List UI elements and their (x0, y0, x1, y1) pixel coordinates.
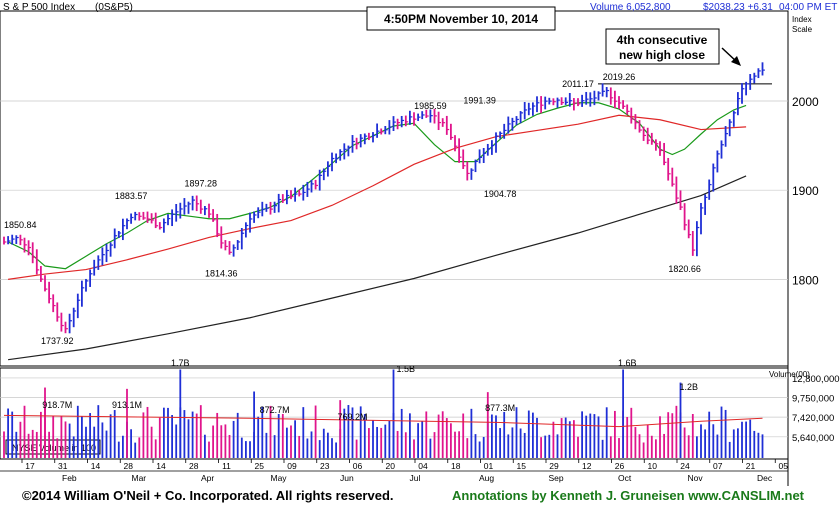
scale-label-scale: Scale (792, 25, 813, 34)
volume-label: 918.7M (42, 400, 72, 410)
volume-label: 769.2M (337, 412, 367, 422)
volume-label: 913.1M (112, 400, 142, 410)
date-tick-label: 21 (746, 461, 756, 471)
volume-axis-title: Volume(00) (769, 370, 810, 379)
price-readout: $2038.23 +6.31 (703, 2, 773, 13)
callout-arrowhead (731, 56, 741, 66)
callout-line-2: new high close (619, 48, 705, 62)
month-label: Nov (688, 473, 704, 483)
date-tick-label: 09 (287, 461, 297, 471)
price-tick-label: 1800 (792, 273, 819, 287)
price-label: 1820.66 (668, 264, 701, 274)
chart-canvas: S & P 500 Index (0S&P5) Volume 6,052,800… (0, 0, 840, 486)
price-label: 2011.17 (562, 79, 594, 89)
volume-tick-label: 5,640,000 (792, 433, 834, 444)
time-readout: 04:00 PM ET (779, 2, 837, 13)
callout-line-1: 4th consecutive (617, 33, 708, 47)
date-tick-label: 01 (484, 461, 494, 471)
timestamp-box (366, 6, 556, 31)
date-tick-label: 11 (222, 461, 231, 471)
chart-background (0, 0, 840, 486)
date-tick-label: 20 (386, 461, 396, 471)
date-tick-label: 28 (124, 461, 134, 471)
date-tick-label: 14 (91, 461, 101, 471)
price-label: 1814.36 (205, 269, 238, 279)
scale-label-index: Index (792, 15, 812, 24)
volume-label: 1.7B (171, 358, 190, 368)
price-label: 2019.26 (603, 72, 636, 82)
month-label: Jul (410, 473, 421, 483)
month-label: Apr (201, 473, 214, 483)
date-tick-label: 26 (615, 461, 625, 471)
price-tick-label: 2000 (792, 95, 819, 109)
index-name: S & P 500 Index (3, 2, 75, 13)
price-label: 1897.28 (185, 179, 218, 189)
price-label: 1850.84 (4, 220, 37, 230)
volume-tick-label: 12,800,000 (792, 374, 840, 385)
month-label: Feb (62, 473, 77, 483)
moving-average-long (8, 175, 747, 361)
month-label: Dec (757, 473, 773, 483)
month-label: Mar (132, 473, 147, 483)
price-label: 1904.78 (484, 189, 517, 199)
volume-label: 1.2B (679, 382, 698, 392)
date-tick-label: 25 (255, 461, 265, 471)
date-tick-label: 07 (713, 461, 723, 471)
date-tick-label: 29 (549, 461, 559, 471)
date-tick-label: 15 (517, 461, 527, 471)
date-tick-label: 06 (353, 461, 363, 471)
volume-label: 872.7M (260, 405, 290, 415)
date-tick-label: 23 (320, 461, 330, 471)
volume-tick-label: 7,420,000 (792, 413, 834, 424)
month-label: May (271, 473, 288, 483)
price-label: 1883.57 (115, 191, 148, 201)
date-tick-label: 17 (25, 461, 35, 471)
footer: ©2014 William O'Neil + Co. Incorporated.… (0, 486, 840, 506)
date-tick-label: 18 (451, 461, 461, 471)
month-label: Jun (340, 473, 354, 483)
month-label: Sep (549, 473, 564, 483)
date-tick-label: 28 (189, 461, 199, 471)
volume-average-line (3, 414, 763, 428)
price-label: 1985.59 (414, 101, 447, 111)
volume-label: 877.3M (485, 403, 515, 413)
price-label: 1991.39 (463, 96, 496, 106)
moving-average-mid (8, 114, 747, 280)
price-label: 1737.92 (41, 336, 74, 346)
date-tick-label: 10 (648, 461, 658, 471)
month-label: Oct (618, 473, 632, 483)
date-tick-label: 14 (156, 461, 166, 471)
callout-box (605, 28, 720, 65)
volume-label: 1.5B (397, 364, 416, 374)
date-tick-label: 31 (58, 461, 68, 471)
copyright-text: ©2014 William O'Neil + Co. Incorporated.… (22, 488, 394, 503)
annotation-credit: Annotations by Kenneth J. Gruneisen www.… (452, 488, 804, 503)
date-tick-label: 05 (779, 461, 789, 471)
date-tick-label: 24 (680, 461, 690, 471)
date-tick-label: 04 (418, 461, 428, 471)
timestamp-text: 4:50PM November 10, 2014 (384, 12, 538, 26)
month-label: Aug (479, 473, 494, 483)
ticker-symbol: (0S&P5) (95, 2, 133, 13)
date-tick-label: 12 (582, 461, 592, 471)
volume-label: 1.6B (618, 358, 637, 368)
price-tick-label: 1900 (792, 184, 819, 198)
volume-readout: Volume 6,052,800 (590, 2, 671, 13)
volume-tick-label: 9,750,000 (792, 394, 834, 405)
